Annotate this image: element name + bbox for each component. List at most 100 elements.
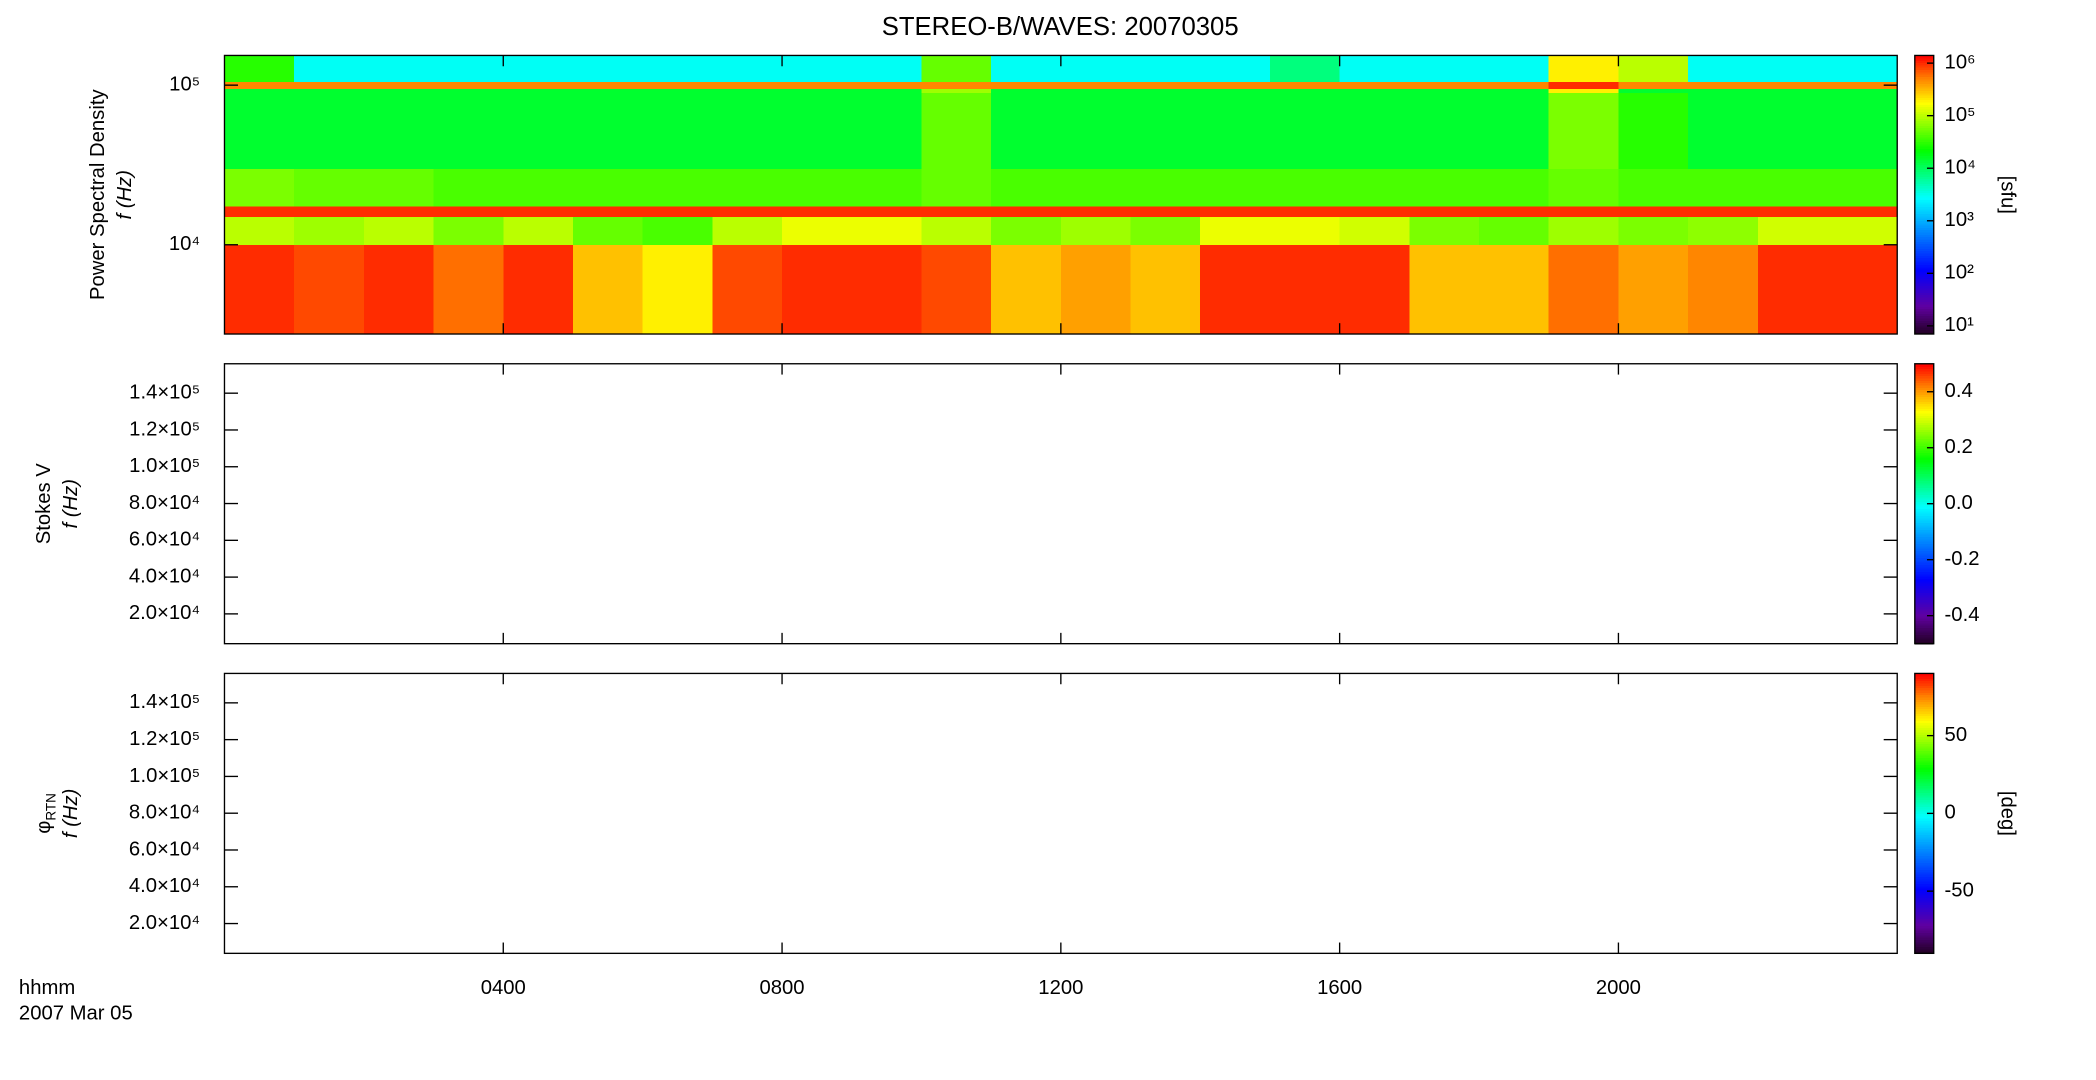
colorbar-segment [1914,808,1934,812]
heatmap-cell [1200,205,1271,218]
colorbar-segment [1914,573,1934,577]
heatmap-cell [1757,244,1828,335]
colorbar-segment [1914,199,1934,203]
colorbar-segment [1914,315,1934,319]
colorbar-segment [1914,303,1934,307]
colorbar-segment [1914,706,1934,710]
colorbar-segment [1914,587,1934,591]
heatmap-cell [1479,216,1550,246]
heatmap-cell [1409,55,1480,83]
colorbar-segment [1914,510,1934,514]
colorbar-segment [1914,820,1934,824]
colorbar-segment [1914,923,1934,927]
heatmap-cell [1618,81,1689,90]
heatmap-cell [782,81,853,90]
colorbar-segment [1914,380,1934,384]
colorbar-segment [1914,162,1934,166]
colorbar-tick-label: 0.2 [1945,436,1973,458]
colorbar-segment [1914,722,1934,726]
colorbar-segment [1914,241,1934,245]
heatmap-cell [1548,92,1619,170]
heatmap-cell [1479,168,1550,207]
heatmap-cell [1409,92,1480,170]
colorbar-segment [1914,627,1934,631]
colorbar-tick-label: -0.4 [1945,604,1980,626]
heatmap-cell [1479,55,1550,83]
heatmap-cell [642,55,713,83]
x-tick-label: 0400 [481,977,526,999]
colorbar-segment [1914,67,1934,71]
colorbar-segment [1914,696,1934,700]
y-tick-label: 2.0×10⁴ [129,912,200,934]
colorbar-segment [1914,234,1934,238]
y-tick-label: 6.0×10⁴ [129,838,200,860]
heatmap-cell [991,55,1062,83]
colorbar-segment [1914,157,1934,161]
heatmap-cell [1757,205,1828,218]
colorbar-segment [1914,194,1934,198]
heatmap-cell [572,88,644,93]
colorbar-segment [1914,615,1934,619]
heatmap-cell [1200,88,1271,93]
heatmap-cell [1618,205,1689,218]
heatmap-cell [1757,88,1828,93]
colorbar-segment [1914,846,1934,850]
colorbar-tick-label: -50 [1945,880,1974,902]
colorbar-segment [1914,113,1934,117]
colorbar-segment [1914,541,1934,545]
heatmap-cell [1688,88,1759,93]
colorbar-segment [1914,692,1934,696]
heatmap-cell [224,216,295,246]
colorbar-segment [1914,827,1934,831]
colorbar-segment [1914,611,1934,615]
colorbar-segment [1914,825,1934,829]
y-tick-label: 10⁵ [169,74,200,96]
colorbar-segment [1914,69,1934,73]
colorbar-segment [1914,515,1934,519]
colorbar-segment [1914,264,1934,268]
colorbar-segment [1914,401,1934,405]
heatmap-cell [1130,88,1201,93]
colorbar-segment [1914,944,1934,948]
colorbar-segment [1914,271,1934,275]
y-tick-label: 1.4×10⁵ [129,382,200,404]
y-axis-label: Power Spectral Density [87,89,109,300]
colorbar-segment [1914,741,1934,745]
colorbar-segment [1914,204,1934,208]
colorbar-segment [1914,482,1934,486]
colorbar-segment [1914,731,1934,735]
colorbar-segment [1914,871,1934,875]
colorbar-segment [1914,909,1934,913]
colorbar-segment [1914,419,1934,423]
heatmap-cell [503,88,574,93]
colorbar-segment [1914,141,1934,145]
colorbar-segment [1914,748,1934,752]
heatmap-cell [1827,244,1898,335]
colorbar-segment [1914,597,1934,601]
heatmap-cell [1409,244,1480,335]
colorbar-segment [1914,778,1934,782]
colorbar-segment [1914,822,1934,826]
x-tick-label: 0800 [760,977,805,999]
colorbar-segment [1914,55,1934,59]
colorbar-segment [1914,729,1934,733]
colorbar-segment [1914,916,1934,920]
heatmap-cell [503,92,574,170]
colorbar-segment [1914,166,1934,170]
heatmap-cell [1688,81,1759,90]
colorbar-tick-label: 0 [1945,802,1956,824]
colorbar-segment [1914,245,1934,249]
heatmap-cell [1339,216,1410,246]
heatmap-cell [1409,81,1480,90]
heatmap-cell [921,205,992,218]
colorbar-segment [1914,601,1934,605]
colorbar-segment [1914,499,1934,503]
heatmap-cell [1339,88,1410,93]
colorbar-segment [1914,513,1934,517]
colorbar-segment [1914,836,1934,840]
colorbar-segment [1914,876,1934,880]
colorbar-segment [1914,461,1934,465]
colorbar-segment [1914,878,1934,882]
colorbar-segment [1914,259,1934,263]
colorbar-segment [1914,313,1934,317]
